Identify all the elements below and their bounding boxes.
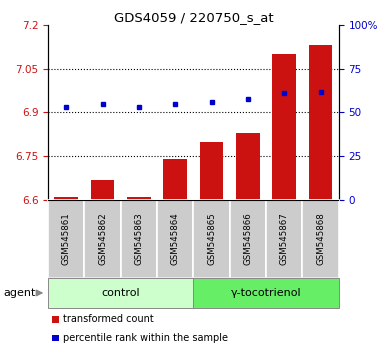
Bar: [121, 200, 157, 278]
Text: GSM545868: GSM545868: [316, 212, 325, 266]
Bar: [194, 200, 230, 278]
Text: GSM545867: GSM545867: [280, 212, 289, 266]
Text: GSM545863: GSM545863: [134, 212, 144, 266]
Bar: [266, 200, 303, 278]
Text: GSM545861: GSM545861: [62, 212, 71, 266]
Text: GSM545866: GSM545866: [243, 212, 253, 266]
Title: GDS4059 / 220750_s_at: GDS4059 / 220750_s_at: [114, 11, 273, 24]
Text: GSM545862: GSM545862: [98, 212, 107, 266]
Text: GSM545864: GSM545864: [171, 212, 180, 266]
Bar: [164, 159, 187, 200]
Text: γ-tocotrienol: γ-tocotrienol: [231, 288, 301, 298]
Text: percentile rank within the sample: percentile rank within the sample: [63, 333, 228, 343]
Bar: [200, 142, 223, 200]
Bar: [236, 133, 260, 200]
Bar: [55, 197, 78, 200]
Bar: [303, 200, 339, 278]
Bar: [127, 197, 151, 200]
Bar: [91, 179, 114, 200]
Bar: [230, 200, 266, 278]
Bar: [273, 54, 296, 200]
Bar: [52, 316, 59, 323]
Bar: [194, 278, 339, 308]
Bar: [309, 45, 332, 200]
Bar: [157, 200, 194, 278]
Text: transformed count: transformed count: [63, 314, 154, 325]
Text: agent: agent: [4, 288, 36, 298]
Bar: [84, 200, 121, 278]
Bar: [48, 278, 194, 308]
Bar: [48, 200, 84, 278]
Text: control: control: [102, 288, 140, 298]
Text: GSM545865: GSM545865: [207, 212, 216, 266]
Bar: [52, 335, 59, 341]
